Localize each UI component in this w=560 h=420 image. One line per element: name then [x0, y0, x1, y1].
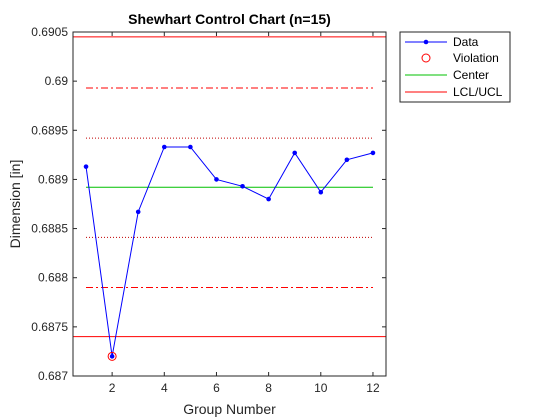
data-point	[188, 144, 193, 150]
y-tick-label: 0.689	[38, 172, 68, 186]
x-tick-label: 4	[161, 381, 168, 395]
y-tick-label: 0.69	[45, 74, 69, 88]
x-axis-title: Group Number	[183, 401, 276, 417]
y-tick-label: 0.6895	[31, 123, 68, 137]
legend-data-label: Data	[453, 35, 479, 49]
legend-violation-marker	[421, 53, 431, 63]
legend-data-marker	[423, 39, 429, 45]
x-tick-label: 8	[265, 381, 272, 395]
violation-marker	[107, 351, 117, 361]
chart-title: Shewhart Control Chart (n=15)	[128, 11, 331, 27]
y-tick-label: 0.6905	[31, 25, 68, 39]
x-tick-label: 12	[366, 381, 380, 395]
x-axis: 2 4 6 8 10 12	[109, 32, 380, 395]
data-line	[85, 146, 374, 357]
data-point	[109, 354, 115, 359]
data-point	[370, 150, 376, 156]
data-point	[266, 196, 271, 202]
x-tick-label: 2	[109, 381, 116, 395]
data-point	[135, 209, 141, 215]
legend-limits-label: LCL/UCL	[453, 85, 503, 99]
data-point	[318, 189, 324, 195]
legend-violation-label: Violation	[453, 51, 499, 65]
x-tick-label: 6	[213, 381, 220, 395]
legend: Data Violation Center LCL/UCL	[399, 31, 511, 103]
y-tick-label: 0.687	[38, 369, 68, 383]
data-point	[240, 184, 245, 189]
legend-box	[399, 31, 511, 103]
legend-center-label: Center	[453, 68, 489, 82]
data-point	[83, 164, 89, 169]
data-point	[161, 144, 167, 150]
data-point	[292, 150, 298, 156]
data-point	[344, 157, 350, 163]
y-tick-label: 0.688	[38, 271, 68, 285]
plot-frame	[72, 31, 387, 377]
data-series	[83, 144, 376, 361]
x-tick-label: 10	[314, 381, 328, 395]
plot-background	[73, 32, 386, 376]
y-tick-label: 0.6885	[31, 222, 68, 236]
y-axis: 0.687 0.6875 0.688 0.6885 0.689 0.6895 0.69 0.6…	[31, 25, 386, 383]
data-point	[214, 177, 219, 182]
y-tick-label: 0.6875	[31, 320, 68, 334]
y-axis-title: Dimension [in]	[7, 160, 23, 249]
